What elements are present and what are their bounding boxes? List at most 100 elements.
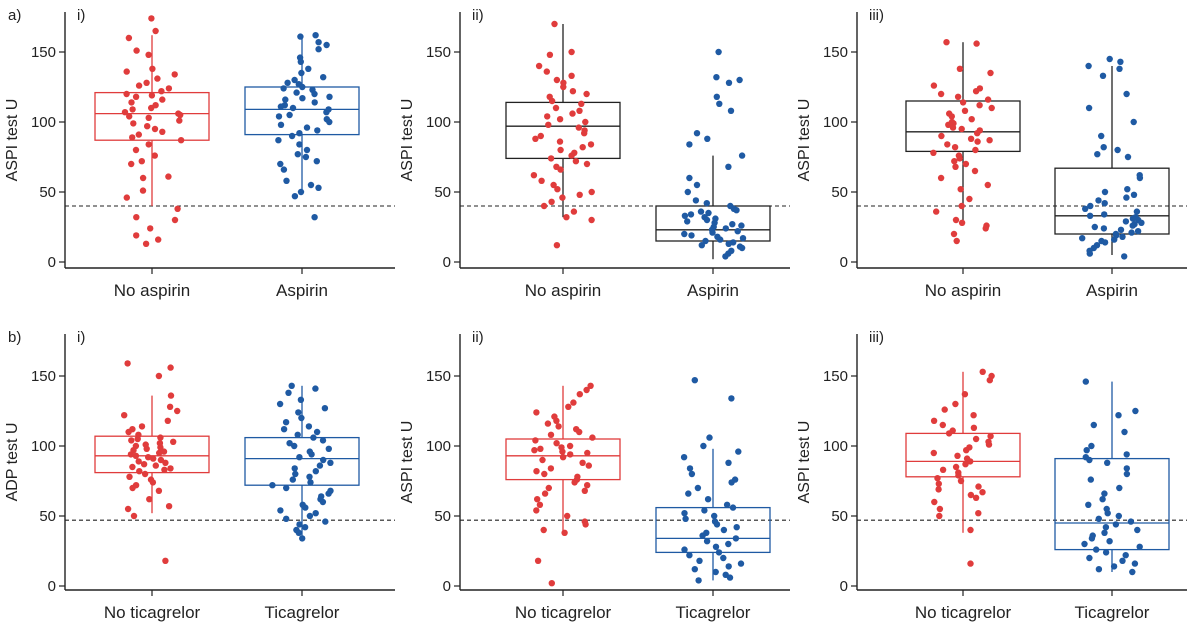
data-point bbox=[957, 186, 964, 193]
data-point bbox=[325, 490, 332, 497]
data-point bbox=[1101, 490, 1108, 497]
data-point bbox=[546, 51, 554, 58]
data-point bbox=[533, 409, 540, 416]
data-point bbox=[559, 194, 566, 201]
group-no-aspirin: No aspirin bbox=[94, 15, 210, 300]
group-ticagrelor: Ticagrelor bbox=[1054, 378, 1170, 622]
data-point bbox=[930, 449, 937, 457]
data-point bbox=[537, 445, 544, 452]
y-tick-label: 100 bbox=[823, 438, 848, 455]
data-point bbox=[1082, 205, 1089, 212]
data-point bbox=[303, 124, 311, 131]
data-point bbox=[732, 535, 740, 542]
data-point bbox=[935, 480, 942, 487]
data-point bbox=[129, 463, 136, 471]
data-point bbox=[1129, 215, 1137, 222]
data-point bbox=[303, 146, 311, 154]
data-point bbox=[140, 461, 148, 468]
data-point bbox=[326, 118, 333, 126]
data-point bbox=[139, 174, 147, 182]
data-point bbox=[160, 448, 168, 455]
data-point bbox=[728, 395, 735, 402]
data-point bbox=[1131, 560, 1139, 567]
data-point bbox=[297, 188, 305, 196]
data-point bbox=[285, 389, 292, 396]
data-point bbox=[967, 458, 974, 465]
data-point bbox=[312, 510, 319, 517]
y-tick-label: 150 bbox=[31, 368, 56, 385]
data-point bbox=[695, 577, 702, 584]
box bbox=[244, 86, 360, 136]
data-point bbox=[128, 99, 135, 106]
data-point bbox=[1085, 501, 1092, 508]
data-point bbox=[1087, 202, 1094, 210]
data-point bbox=[979, 368, 986, 375]
data-point bbox=[298, 414, 305, 422]
data-point bbox=[1127, 518, 1135, 525]
data-point bbox=[984, 96, 992, 103]
data-point bbox=[147, 225, 154, 232]
data-point bbox=[133, 214, 140, 221]
data-point bbox=[1083, 447, 1090, 454]
data-point bbox=[150, 455, 157, 462]
y-tick-label: 50 bbox=[831, 184, 848, 201]
data-point bbox=[557, 146, 564, 154]
data-point bbox=[1081, 540, 1088, 548]
group-no-aspirin: No aspirin bbox=[505, 20, 621, 300]
data-point bbox=[289, 104, 297, 112]
data-point bbox=[583, 386, 590, 394]
data-point bbox=[726, 574, 734, 581]
data-point bbox=[733, 524, 740, 531]
data-point bbox=[958, 202, 965, 210]
data-point bbox=[967, 135, 975, 142]
data-point bbox=[316, 462, 324, 469]
data-point bbox=[556, 116, 564, 123]
data-point bbox=[725, 563, 732, 570]
data-point bbox=[1136, 174, 1144, 182]
data-point bbox=[936, 505, 944, 513]
data-point bbox=[312, 385, 319, 392]
data-point bbox=[1101, 200, 1108, 207]
data-point bbox=[568, 72, 575, 80]
data-point bbox=[958, 219, 966, 226]
data-point bbox=[738, 222, 745, 229]
box bbox=[505, 438, 621, 481]
data-point bbox=[700, 442, 707, 450]
category-label: Ticagrelor bbox=[676, 603, 751, 622]
data-point bbox=[584, 482, 591, 489]
data-point bbox=[962, 160, 970, 168]
y-tick-label: 100 bbox=[426, 114, 451, 131]
data-point bbox=[547, 431, 555, 438]
data-point bbox=[713, 74, 720, 81]
panel-label: i) bbox=[77, 7, 85, 24]
data-point bbox=[130, 512, 138, 520]
data-point bbox=[145, 51, 152, 58]
group-no-ticagrelor: No ticagrelor bbox=[505, 382, 621, 622]
box bbox=[94, 91, 210, 141]
data-point bbox=[1115, 512, 1123, 520]
box bbox=[655, 205, 771, 242]
data-point bbox=[530, 172, 538, 179]
data-point bbox=[972, 146, 979, 154]
data-point bbox=[984, 181, 991, 189]
data-point bbox=[1095, 515, 1103, 522]
data-point bbox=[723, 501, 731, 508]
data-point bbox=[931, 498, 938, 506]
category-label: No ticagrelor bbox=[515, 603, 612, 622]
box bbox=[505, 101, 621, 160]
data-point bbox=[531, 447, 538, 454]
data-point bbox=[277, 160, 284, 168]
data-point bbox=[681, 510, 688, 517]
data-point bbox=[320, 456, 327, 464]
data-point bbox=[145, 141, 152, 148]
data-point bbox=[551, 20, 558, 28]
data-point bbox=[161, 466, 168, 473]
data-point bbox=[1123, 465, 1131, 472]
data-point bbox=[943, 39, 950, 46]
data-point bbox=[1093, 546, 1100, 553]
data-point bbox=[737, 560, 745, 567]
data-point bbox=[136, 468, 143, 475]
data-point bbox=[680, 454, 688, 461]
data-point bbox=[563, 214, 570, 221]
data-point bbox=[566, 442, 574, 450]
